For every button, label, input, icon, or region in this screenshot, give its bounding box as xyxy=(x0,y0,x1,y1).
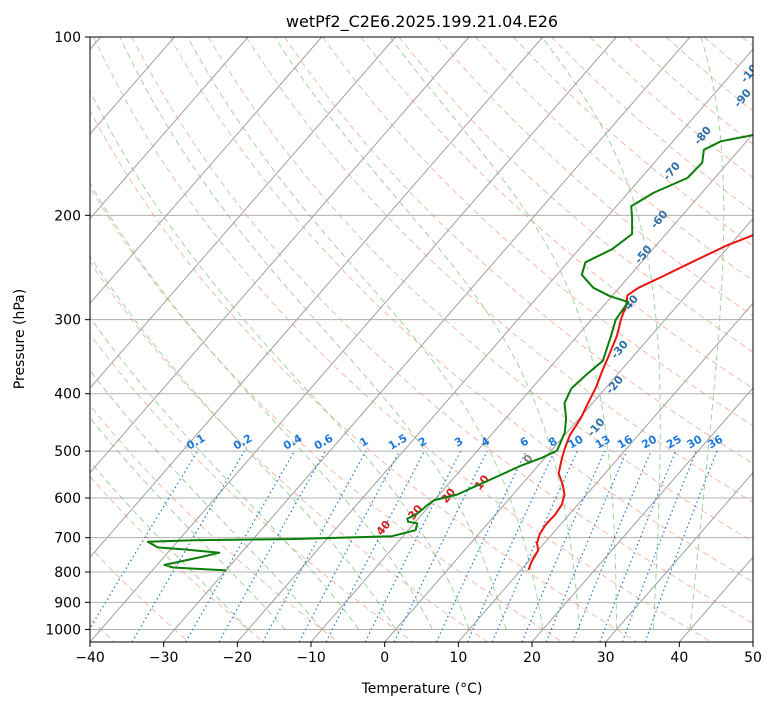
y-tick-label: 1000 xyxy=(45,622,81,638)
mixing-ratio-line xyxy=(90,450,199,630)
y-tick-label: 800 xyxy=(54,565,81,581)
dry-adiabat-line xyxy=(131,37,753,624)
moist-adiabat-line xyxy=(90,255,397,630)
dry-adiabat-line xyxy=(207,37,753,543)
isotherm-line xyxy=(90,37,396,389)
dry-adiabat-line xyxy=(436,37,753,317)
isotherm-line xyxy=(90,37,470,474)
x-tick-label: 30 xyxy=(597,650,615,666)
mixing-ratio-line xyxy=(621,450,697,642)
dry-adiabat-line xyxy=(360,37,753,390)
y-axis-label: Pressure (hPa) xyxy=(12,289,28,389)
moist-adiabat-line xyxy=(389,37,618,630)
x-tick-label: −40 xyxy=(75,650,105,666)
y-tick-label: 200 xyxy=(54,208,81,224)
y-tick-label: 400 xyxy=(54,387,81,403)
mixing-ratio-line xyxy=(466,450,556,642)
isotherm-line xyxy=(384,217,753,642)
y-tick-label: 300 xyxy=(54,313,81,329)
moist-adiabat-line xyxy=(90,369,323,630)
y-tick-label: 500 xyxy=(54,444,81,460)
isotherm-line xyxy=(457,302,753,642)
x-tick-label: 10 xyxy=(449,650,467,666)
dry-adiabat-line xyxy=(90,260,488,642)
moist-adiabat-line xyxy=(90,89,470,630)
x-tick-label: −30 xyxy=(149,650,179,666)
isotherm-line xyxy=(236,48,753,642)
isotherm-line xyxy=(90,37,323,305)
x-tick-label: 20 xyxy=(523,650,541,666)
x-tick-label: −20 xyxy=(223,650,253,666)
moist-adiabat-line xyxy=(90,316,360,630)
mixing-ratio-line xyxy=(131,450,246,642)
x-tick-label: 50 xyxy=(744,650,762,666)
isotherm-line xyxy=(605,471,753,642)
moist-adiabat-line xyxy=(274,37,581,630)
dry-adiabat-line xyxy=(90,404,339,642)
isotherm-line xyxy=(163,37,691,642)
mixing-ratio-line xyxy=(435,450,527,642)
chart-title: wetPf2_C2E6.2025.199.21.04.E26 xyxy=(286,12,558,32)
y-tick-label: 100 xyxy=(54,30,81,46)
moist-adiabat-line xyxy=(689,37,725,630)
isotherm-line xyxy=(90,37,544,559)
moist-adiabat-line xyxy=(90,417,286,630)
isotherm-line xyxy=(531,387,753,642)
plot-frame xyxy=(89,36,754,643)
dewpoint-profile-line xyxy=(146,133,753,572)
moist-adiabat-line xyxy=(187,37,544,630)
x-tick-label: 0 xyxy=(380,650,389,666)
dry-adiabat-line xyxy=(90,186,563,642)
x-tick-label: −10 xyxy=(296,650,326,666)
temperature-profile-line xyxy=(527,234,753,571)
dry-adiabat-line xyxy=(90,333,414,642)
mixing-ratio-line xyxy=(262,450,367,642)
y-tick-label: 600 xyxy=(54,491,81,507)
moist-adiabat-line xyxy=(119,37,507,630)
dry-adiabat-line xyxy=(93,37,712,642)
mixing-ratio-line xyxy=(298,450,401,642)
moist-adiabat-line xyxy=(541,37,661,630)
dry-adiabat-line xyxy=(90,475,264,642)
dry-adiabat-line xyxy=(245,37,753,503)
dry-adiabat-line xyxy=(90,109,638,642)
x-tick-label: 40 xyxy=(670,650,688,666)
y-tick-label: 900 xyxy=(54,595,81,611)
y-tick-label: 700 xyxy=(54,531,81,547)
mixing-ratio-line xyxy=(599,450,677,642)
isotherm-line xyxy=(90,37,249,220)
x-axis-label: Temperature (°C) xyxy=(361,681,483,697)
mixing-ratio-line xyxy=(393,450,488,642)
moist-adiabat-line xyxy=(90,460,249,630)
dry-adiabat-line xyxy=(169,37,753,583)
